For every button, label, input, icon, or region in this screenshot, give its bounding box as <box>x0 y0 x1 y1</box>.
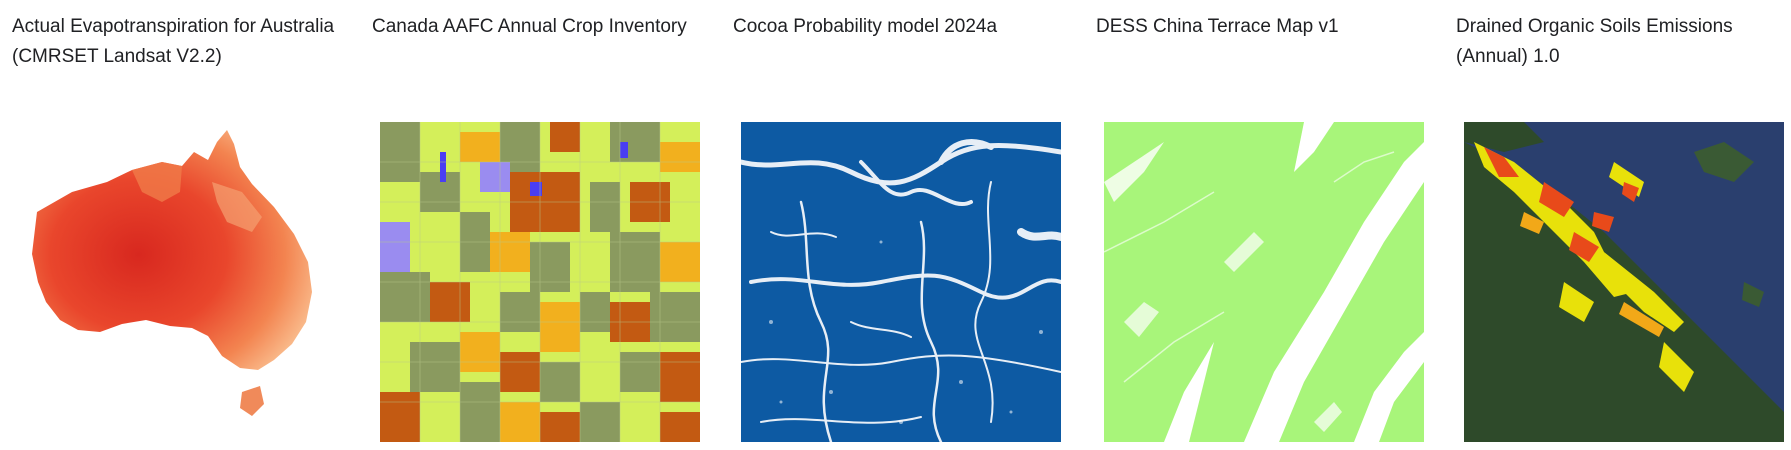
terrace-map-icon <box>1104 122 1424 442</box>
crop-inventory-thumbnail[interactable] <box>380 122 700 442</box>
dataset-title[interactable]: Drained Organic Soils Emissions (Annual)… <box>1456 16 1733 67</box>
dataset-title[interactable]: Canada AAFC Annual Crop Inventory <box>372 16 687 37</box>
dataset-card-cocoa-probability[interactable]: Cocoa Probability model 2024a <box>733 0 1073 450</box>
dataset-card-china-terrace[interactable]: DESS China Terrace Map v1 <box>1096 0 1436 450</box>
dataset-title[interactable]: Cocoa Probability model 2024a <box>733 16 998 37</box>
cocoa-probability-icon <box>741 122 1061 442</box>
crop-inventory-icon <box>380 122 700 442</box>
terrace-map-thumbnail[interactable] <box>1104 122 1424 442</box>
dataset-card-canada-crop[interactable]: Canada AAFC Annual Crop Inventory <box>372 0 712 450</box>
dataset-card-australia-et[interactable]: Actual Evapotranspiration for Australia … <box>12 0 352 450</box>
organic-soils-icon <box>1464 122 1784 442</box>
australia-map-thumbnail[interactable] <box>12 122 332 442</box>
dataset-title[interactable]: DESS China Terrace Map v1 <box>1096 16 1339 37</box>
cocoa-probability-thumbnail[interactable] <box>741 122 1061 442</box>
dataset-card-organic-soils[interactable]: Drained Organic Soils Emissions (Annual)… <box>1456 0 1791 450</box>
australia-map-icon <box>12 122 332 442</box>
organic-soils-thumbnail[interactable] <box>1464 122 1784 442</box>
dataset-title[interactable]: Actual Evapotranspiration for Australia … <box>12 16 335 67</box>
